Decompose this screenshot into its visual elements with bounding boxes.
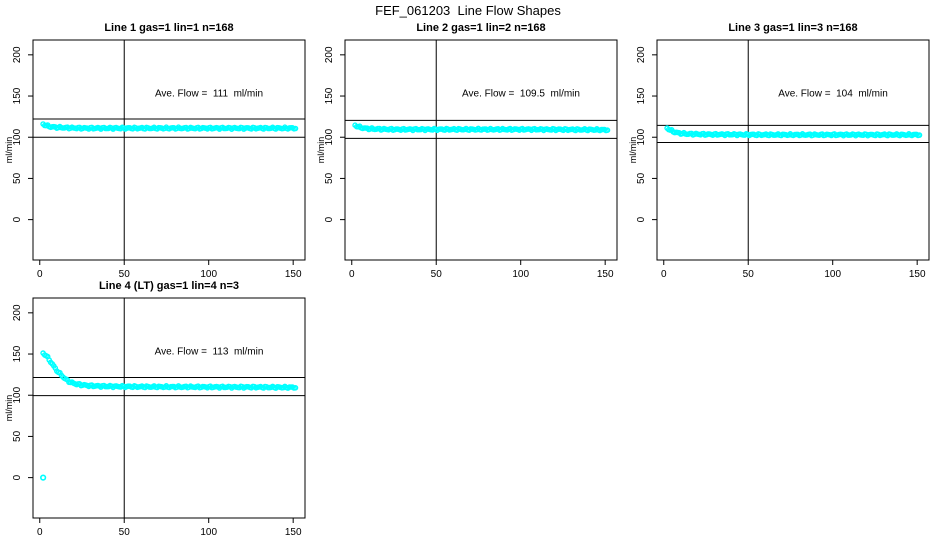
axis-box — [656, 39, 930, 261]
y-tick-label: 0 — [12, 474, 23, 480]
figure-title: FEF_061203 Line Flow Shapes — [375, 3, 561, 18]
x-tick-label: 0 — [37, 527, 43, 538]
y-tick-label: 150 — [636, 87, 647, 104]
x-tick-label: 150 — [285, 527, 302, 538]
x-tick-label: 0 — [349, 269, 355, 280]
data-series — [40, 350, 299, 391]
line-1-plot: 0 50 100 150 0 50 100 150 200 — [12, 39, 306, 280]
y-tick-label: 100 — [12, 386, 23, 403]
axis-box — [32, 39, 306, 261]
x-tick-label: 0 — [661, 269, 667, 280]
data-point — [292, 385, 299, 391]
y-tick-label: 100 — [636, 128, 647, 145]
panel-line-2: 0 50 100 150 0 50 100 150 200 Line 2 gas=1 lin=2… — [312, 18, 624, 284]
y-tick-label: 200 — [12, 46, 23, 63]
y-tick-label: 150 — [12, 345, 23, 362]
x-tick-label: 50 — [119, 269, 131, 280]
y-tick-label: 200 — [12, 304, 23, 321]
line-4-plot: 0 50 100 150 0 50 100 150 200 — [12, 297, 306, 538]
y-tick-label: 150 — [12, 87, 23, 104]
ave-flow-annotation: Ave. Flow = 111 ml/min — [154, 88, 264, 100]
y-tick-label: 50 — [12, 430, 23, 442]
y-tick-label: 0 — [324, 216, 335, 222]
x-tick-label: 150 — [597, 269, 614, 280]
y-tick-label: 200 — [324, 46, 335, 63]
panel-title: Line 4 (LT) gas=1 lin=4 n=3 — [98, 280, 240, 292]
x-tick-label: 50 — [119, 527, 131, 538]
x-tick-label: 150 — [285, 269, 302, 280]
y-tick-label: 200 — [636, 46, 647, 63]
outlier-point — [40, 474, 47, 481]
data-point — [916, 132, 923, 138]
x-tick-label: 50 — [431, 269, 443, 280]
data-point — [292, 125, 299, 132]
x-tick-label: 0 — [37, 269, 43, 280]
x-tick-label: 150 — [909, 269, 926, 280]
y-axis-label: ml/min — [4, 394, 14, 422]
y-tick-label: 50 — [324, 172, 335, 184]
y-tick-label: 0 — [636, 216, 647, 222]
y-axis-label: ml/min — [316, 136, 326, 164]
data-series — [40, 121, 299, 132]
x-tick-label: 50 — [743, 269, 755, 280]
x-tick-label: 100 — [200, 269, 217, 280]
y-tick-label: 50 — [12, 172, 23, 184]
x-tick-label: 100 — [512, 269, 529, 280]
x-tick-label: 100 — [200, 527, 217, 538]
line-3-plot: 0 50 100 150 0 50 100 150 200 — [636, 39, 930, 280]
panel-title: Line 2 gas=1 lin=2 n=168 — [416, 22, 546, 34]
panel-line-4: 0 50 100 150 0 50 100 150 200 Line 4 (LT) gas=1 … — [0, 276, 312, 542]
data-series — [352, 122, 611, 134]
panel-line-3: 0 50 100 150 0 50 100 150 200 Line 3 gas=1 lin=3… — [624, 18, 936, 284]
ave-flow-annotation: Ave. Flow = 113 ml/min — [154, 346, 264, 358]
ave-flow-annotation: Ave. Flow = 104 ml/min — [778, 88, 888, 100]
axis-box — [344, 39, 618, 261]
y-tick-label: 0 — [12, 216, 23, 222]
axis-box — [32, 297, 306, 519]
y-axis-label: ml/min — [628, 136, 638, 164]
y-tick-label: 50 — [636, 172, 647, 184]
y-tick-label: 150 — [324, 87, 335, 104]
x-tick-label: 100 — [824, 269, 841, 280]
y-axis-label: ml/min — [4, 136, 14, 164]
y-tick-label: 100 — [12, 128, 23, 145]
data-series — [664, 125, 923, 139]
panel-title: Line 3 gas=1 lin=3 n=168 — [728, 22, 858, 34]
data-point — [604, 127, 611, 133]
line-2-plot: 0 50 100 150 0 50 100 150 200 — [324, 39, 618, 280]
ave-flow-annotation: Ave. Flow = 109.5 ml/min — [462, 88, 580, 100]
panel-line-1: 0 50 100 150 0 50 100 150 200 Line 1 gas=1 lin=1… — [0, 18, 312, 284]
panel-title: Line 1 gas=1 lin=1 n=168 — [104, 22, 234, 34]
y-tick-label: 100 — [324, 128, 335, 145]
